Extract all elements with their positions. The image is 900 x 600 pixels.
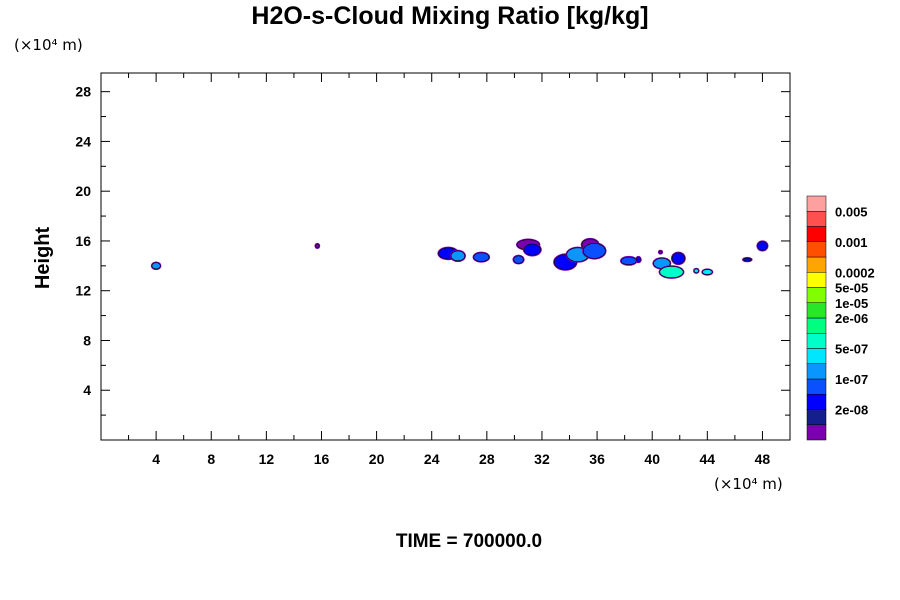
x-tick-label: 28 bbox=[479, 451, 495, 467]
colorbar-swatch bbox=[806, 378, 827, 395]
cloud-patch bbox=[314, 242, 321, 249]
y-tick-label: 12 bbox=[75, 283, 91, 299]
x-tick-label: 12 bbox=[259, 451, 275, 467]
cloud-patch-fill bbox=[450, 250, 466, 262]
cloud-patch bbox=[701, 268, 714, 276]
data-layer bbox=[150, 237, 769, 279]
cloud-patch-fill bbox=[473, 252, 490, 262]
colorbar-swatch bbox=[806, 272, 827, 288]
cloud-patch-fill bbox=[620, 256, 637, 265]
colorbar-swatch bbox=[806, 317, 827, 334]
y-tick-label: 4 bbox=[83, 382, 91, 398]
x-tick-label: 24 bbox=[424, 451, 440, 467]
colorbar-swatch bbox=[806, 333, 827, 349]
cloud-patch bbox=[658, 265, 685, 279]
cloud-patch bbox=[670, 251, 686, 266]
cloud-patch bbox=[449, 249, 466, 263]
colorbar-swatch bbox=[806, 226, 827, 242]
x-tick-label: 44 bbox=[700, 451, 716, 467]
colorbar-swatch bbox=[806, 424, 827, 441]
cloud-patch-fill bbox=[315, 243, 320, 249]
cloud-patch-fill bbox=[742, 257, 752, 262]
cloud-patch-fill bbox=[658, 250, 663, 254]
plot-frame bbox=[100, 72, 791, 441]
x-tick-label: 48 bbox=[755, 451, 771, 467]
colorbar-swatch bbox=[806, 409, 827, 425]
y-tick-label: 16 bbox=[75, 233, 91, 249]
colorbar-label: 0.0002 bbox=[835, 265, 875, 280]
cloud-patch bbox=[512, 254, 525, 265]
colorbar-label: 1e-05 bbox=[835, 296, 868, 311]
x-axis-unit: (×10⁴ m) bbox=[714, 475, 783, 493]
colorbar-swatch bbox=[806, 394, 827, 410]
colorbar-label: 5e-05 bbox=[835, 281, 868, 296]
colorbar-swatch bbox=[806, 195, 827, 212]
cloud-patch-fill bbox=[582, 243, 606, 259]
cloud-patch-fill bbox=[702, 269, 713, 275]
x-tick-label: 16 bbox=[314, 451, 330, 467]
colorbar-label: 0.001 bbox=[835, 235, 868, 250]
colorbar-swatch bbox=[806, 211, 827, 227]
cloud-patch bbox=[635, 255, 642, 264]
time-label: TIME = 700000.0 bbox=[395, 531, 543, 552]
colorbar-label: 1e-07 bbox=[835, 372, 868, 387]
colorbar-swatch bbox=[806, 287, 827, 303]
x-tick-label: 20 bbox=[369, 451, 385, 467]
cloud-patch bbox=[756, 240, 769, 252]
y-tick-label: 20 bbox=[75, 183, 91, 199]
colorbar-swatch bbox=[806, 241, 827, 258]
colorbar-swatch bbox=[806, 348, 827, 364]
cloud-patch bbox=[522, 242, 542, 257]
cloud-patch-fill bbox=[671, 252, 685, 265]
x-tick-label: 32 bbox=[534, 451, 550, 467]
cloud-patch-fill bbox=[513, 255, 524, 264]
cloud-patch bbox=[693, 267, 700, 274]
cloud-patch-fill bbox=[757, 241, 768, 251]
y-tick-label: 24 bbox=[75, 133, 91, 149]
chart-title: H2O-s-Cloud Mixing Ratio [kg/kg] bbox=[251, 2, 649, 30]
cloud-patch-fill bbox=[151, 262, 161, 270]
colorbar-label: 2e-06 bbox=[835, 311, 868, 326]
cloud-patch bbox=[741, 256, 753, 263]
cloud-patch bbox=[472, 251, 491, 263]
y-axis-label: Height bbox=[32, 227, 54, 290]
cloud-patch-fill bbox=[523, 243, 541, 256]
cloud-patch bbox=[619, 255, 638, 266]
cloud-patch bbox=[582, 242, 607, 260]
cloud-patch bbox=[657, 249, 664, 255]
colorbar-label: 0.005 bbox=[835, 204, 868, 219]
x-tick-label: 4 bbox=[152, 451, 160, 467]
x-tick-label: 40 bbox=[644, 451, 660, 467]
colorbar-swatch bbox=[806, 363, 827, 380]
colorbar-swatch bbox=[806, 256, 827, 273]
y-tick-label: 8 bbox=[83, 332, 91, 348]
colorbar-label: 2e-08 bbox=[835, 403, 868, 418]
x-tick-label: 36 bbox=[589, 451, 605, 467]
cloud-patch-fill bbox=[693, 268, 699, 273]
colorbar-swatch bbox=[806, 302, 827, 319]
cloud-patch bbox=[150, 261, 162, 271]
x-tick-label: 8 bbox=[207, 451, 215, 467]
cloud-patch-fill bbox=[636, 256, 641, 263]
colorbar-label: 5e-07 bbox=[835, 342, 868, 357]
y-axis-unit: (×10⁴ m) bbox=[14, 36, 83, 54]
y-tick-label: 28 bbox=[75, 84, 91, 100]
cloud-patch-fill bbox=[659, 266, 684, 278]
